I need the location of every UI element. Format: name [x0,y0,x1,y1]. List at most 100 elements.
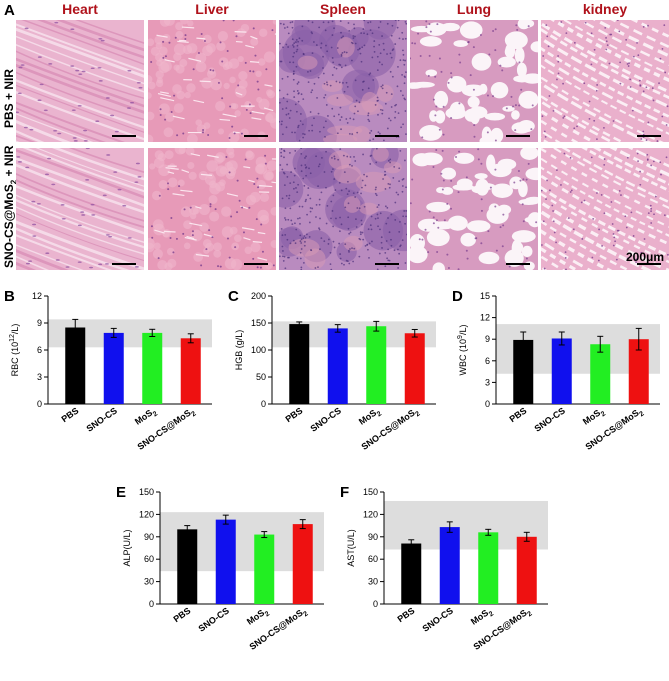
bar-sno-cs-mos2 [292,524,313,604]
histology-tile-lung-row2 [410,148,538,270]
histology-tile-liver-row1 [148,20,276,142]
bar-sno-cs [327,328,348,404]
row-label-pbs: PBS + NIR [2,68,16,128]
y-axis-label: WBC (109/L) [457,325,468,376]
category-label: PBS [507,405,528,424]
bar-sno-cs-mos2 [628,339,649,404]
category-label: MoS2 [133,405,159,429]
bar-sno-cs [215,519,236,604]
category-label: PBS [171,605,192,624]
organ-title-lung: Lung [456,1,492,17]
bar-mos2 [478,532,499,604]
scale-bar [112,135,136,137]
bar-sno-cs-mos2 [180,338,201,404]
bar-sno-cs [551,338,572,404]
y-axis-label: HGB (g/L) [234,330,244,371]
panel-letter-f: F [340,484,350,501]
y-tick-label: 9 [37,318,42,328]
chart-alp: 0 30 60 90 120 150 ALP(U/L) PBS SNO-CS MoS2 SNO-CS… [112,482,334,676]
category-label: SNO-CS [532,405,566,433]
category-label: SNO-CS [420,605,454,633]
organ-title-heart: Heart [62,1,98,17]
y-tick-label: 0 [37,399,42,409]
histology-tile-heart-row2 [16,148,144,270]
category-label: MoS2 [357,405,383,429]
category-label: MoS2 [245,605,271,629]
panel-letter-a: A [4,2,15,19]
chart-wbc: 0 3 6 9 12 15 WBC (109/L) PBS SNO-CS MoS2 SNO-CS@M… [448,286,669,476]
y-tick-label: 150 [139,487,154,497]
y-tick-label: 120 [139,509,154,519]
scale-bar-label: 200μm [626,250,665,264]
category-label: MoS2 [469,605,495,629]
y-tick-label: 90 [144,532,154,542]
bar-sno-cs [103,332,124,404]
organ-title-kidney: kidney [582,1,628,17]
scale-bar [375,135,399,137]
histology-tile-kidney-row2 [541,148,669,270]
y-tick-label: 200 [251,291,266,301]
histology-tile-spleen-row1 [279,20,407,142]
y-axis-label: RBC (1012/L) [9,324,20,377]
y-tick-label: 30 [368,577,378,587]
bar-pbs [289,324,310,404]
scale-bar [506,263,530,265]
bar-sno-cs-mos2 [404,333,425,404]
y-tick-label: 90 [368,532,378,542]
bar-mos2 [254,534,275,604]
chart-ast: 0 30 60 90 120 150 AST(U/L) PBS SNO-CS MoS2 SNO-CS… [336,482,558,676]
chart-rbc: 0 3 6 9 12 RBC (1012/L) PBS SNO-CS MoS2 SNO-CS@Mo… [0,286,222,476]
scale-bar [506,135,530,137]
y-tick-label: 0 [261,399,266,409]
bar-mos2 [590,344,611,404]
panel-letter-b: B [4,288,15,305]
y-tick-label: 6 [37,345,42,355]
y-tick-label: 100 [251,345,266,355]
category-label: PBS [395,605,416,624]
category-label: PBS [59,405,80,424]
bar-pbs [65,327,86,404]
category-label: SNO-CS [84,405,118,433]
category-label: PBS [283,405,304,424]
y-tick-label: 150 [363,487,378,497]
bar-mos2 [142,332,163,404]
chart-hgb: 0 50 100 150 200 HGB (g/L) PBS SNO-CS MoS2 SNO-CS… [224,286,446,476]
category-label: SNO-CS [196,605,230,633]
y-tick-label: 9 [485,334,490,344]
bar-sno-cs [439,527,460,604]
histology-tile-liver-row2 [148,148,276,270]
panel-letter-c: C [228,288,239,305]
organ-title-spleen: Spleen [320,1,366,17]
histology-tile-kidney-row1 [541,20,669,142]
y-axis-label: AST(U/L) [346,529,356,567]
y-tick-label: 6 [485,356,490,366]
histology-tile-heart-row1 [16,20,144,142]
y-tick-label: 0 [485,399,490,409]
category-label: SNO-CS [308,405,342,433]
histology-tile-spleen-row2 [279,148,407,270]
y-tick-label: 50 [256,372,266,382]
y-tick-label: 15 [480,291,490,301]
histology-tile-lung-row1 [410,20,538,142]
bar-mos2 [366,326,387,404]
panel-letter-e: E [116,484,127,501]
y-tick-label: 12 [480,313,490,323]
y-tick-label: 120 [363,509,378,519]
y-tick-label: 60 [144,554,154,564]
y-tick-label: 30 [144,577,154,587]
scale-bar [637,135,661,137]
y-tick-label: 12 [32,291,42,301]
y-tick-label: 3 [37,372,42,382]
bar-sno-cs-mos2 [516,536,537,604]
bar-pbs [513,339,534,404]
y-tick-label: 150 [251,318,266,328]
y-tick-label: 0 [149,599,154,609]
panel-letter-d: D [452,288,463,305]
scale-bar [637,263,661,265]
bar-pbs [177,529,198,604]
y-tick-label: 60 [368,554,378,564]
scale-bar [375,263,399,265]
scale-bar [244,263,268,265]
organ-title-liver: Liver [195,1,229,17]
category-label: MoS2 [581,405,607,429]
